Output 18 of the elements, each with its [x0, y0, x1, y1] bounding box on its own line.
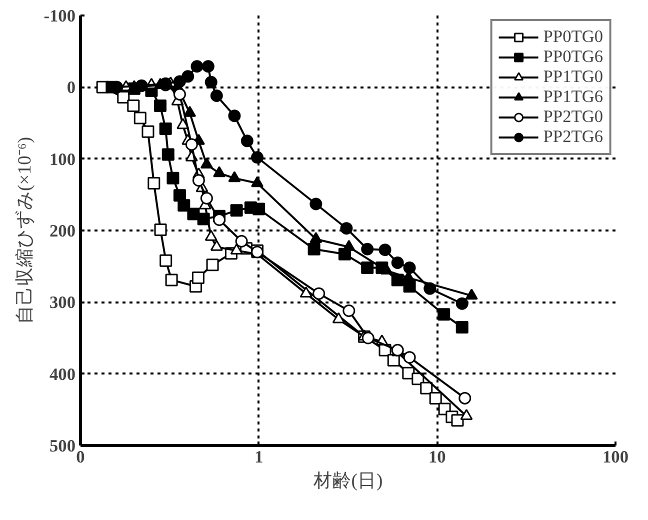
- legend-label: PP1TG6: [543, 87, 603, 107]
- legend-label: PP2TG6: [543, 127, 603, 147]
- y-tick-label: -100: [44, 6, 76, 26]
- x-axis-title: 材齢(日): [312, 470, 383, 492]
- x-tick-label: 10: [428, 448, 446, 466]
- y-tick-label: 400: [50, 364, 76, 384]
- y-axis-title: 自己収縮ひずみ(×10⁻⁶): [14, 136, 36, 324]
- y-tick-label: 500: [50, 436, 76, 456]
- legend-label: PP0TG6: [543, 47, 603, 67]
- legend-label: PP1TG0: [543, 67, 603, 87]
- y-tick-label: 300: [50, 293, 76, 312]
- y-tick-label: 100: [50, 150, 76, 169]
- x-tick-label: 1: [254, 448, 264, 466]
- x-tick-label: 100: [602, 448, 629, 466]
- legend-label: PP2TG0: [543, 107, 603, 127]
- y-tick-label: 200: [50, 222, 76, 240]
- y-tick-label: 0: [66, 78, 76, 98]
- legend-label: PP0TG0: [543, 27, 603, 47]
